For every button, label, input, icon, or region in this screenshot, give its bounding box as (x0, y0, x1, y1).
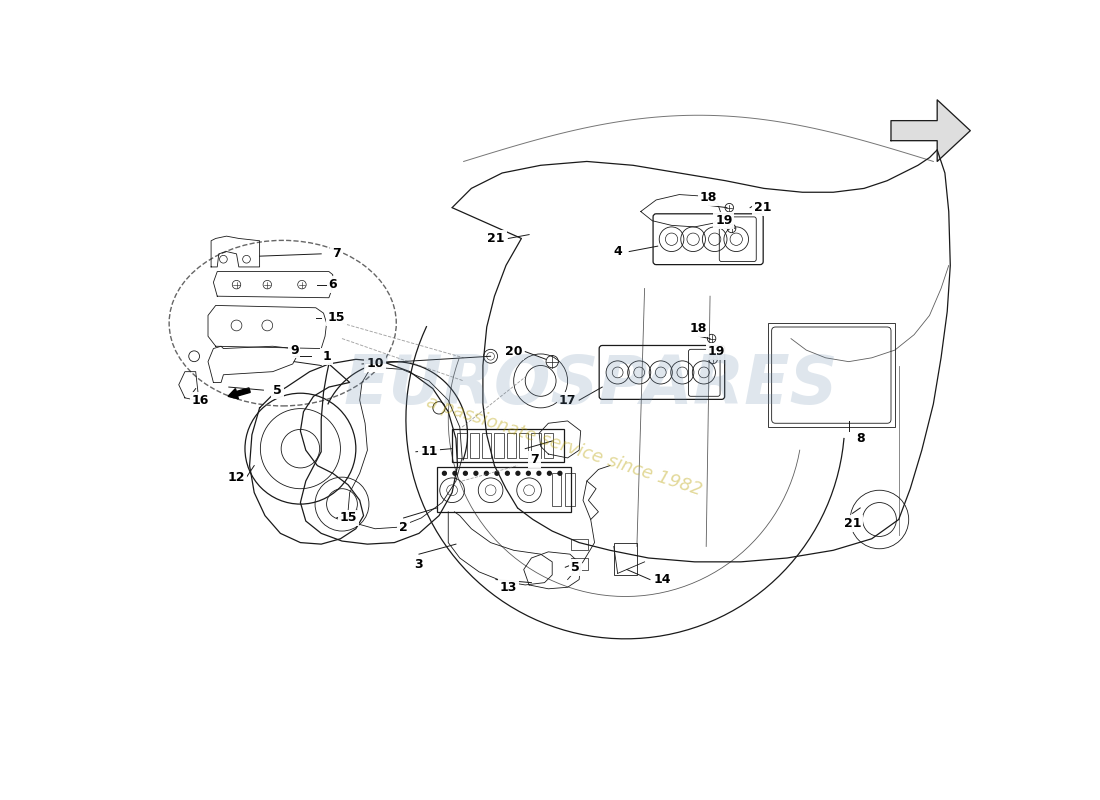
Bar (572, 558, 588, 570)
Text: 7: 7 (530, 453, 539, 466)
Bar (552, 474, 561, 506)
Text: 2: 2 (399, 521, 408, 534)
FancyArrow shape (228, 388, 250, 399)
Text: 12: 12 (228, 470, 245, 484)
Bar (507, 434, 516, 458)
Text: 20: 20 (505, 345, 522, 358)
Text: 18: 18 (690, 322, 707, 335)
Text: 9: 9 (290, 344, 298, 357)
Text: 19: 19 (715, 214, 733, 227)
Bar (437, 467, 572, 512)
Circle shape (548, 471, 551, 475)
Circle shape (537, 471, 541, 475)
Circle shape (527, 471, 530, 475)
Text: 17: 17 (559, 394, 576, 406)
Polygon shape (891, 100, 970, 162)
Circle shape (463, 471, 467, 475)
Text: 13: 13 (499, 581, 517, 594)
Text: 15: 15 (340, 511, 356, 525)
Text: 21: 21 (844, 517, 861, 530)
Text: 14: 14 (653, 573, 671, 586)
Text: 21: 21 (487, 232, 505, 245)
Bar (572, 538, 588, 550)
Text: 15: 15 (328, 311, 345, 324)
Text: 5: 5 (571, 561, 580, 574)
Text: 11: 11 (420, 446, 438, 458)
Bar (458, 434, 466, 458)
Text: 18: 18 (700, 191, 717, 204)
Circle shape (506, 471, 509, 475)
Text: 10: 10 (366, 358, 384, 370)
Bar (614, 542, 637, 575)
Text: 5: 5 (273, 384, 282, 397)
Text: 19: 19 (707, 345, 725, 358)
Circle shape (516, 471, 520, 475)
Text: 7: 7 (332, 247, 341, 260)
Circle shape (453, 471, 456, 475)
Text: EUROSPARES: EUROSPARES (343, 352, 838, 418)
Bar (495, 434, 504, 458)
Circle shape (484, 471, 488, 475)
Circle shape (442, 471, 447, 475)
Text: 1: 1 (322, 350, 331, 362)
Text: 8: 8 (856, 432, 865, 445)
Text: a passionate service since 1982: a passionate service since 1982 (424, 393, 704, 499)
Text: 4: 4 (614, 245, 622, 258)
Text: 21: 21 (754, 201, 771, 214)
Text: 3: 3 (415, 558, 424, 570)
Circle shape (495, 471, 498, 475)
Circle shape (558, 471, 562, 475)
Bar (452, 430, 563, 462)
Bar (470, 434, 480, 458)
Bar (543, 434, 553, 458)
Circle shape (474, 471, 477, 475)
Bar (482, 434, 492, 458)
Bar (519, 434, 528, 458)
Text: 16: 16 (191, 394, 209, 406)
Bar (531, 434, 541, 458)
Bar (565, 474, 574, 506)
Bar (768, 323, 895, 427)
Text: 6: 6 (329, 278, 337, 291)
